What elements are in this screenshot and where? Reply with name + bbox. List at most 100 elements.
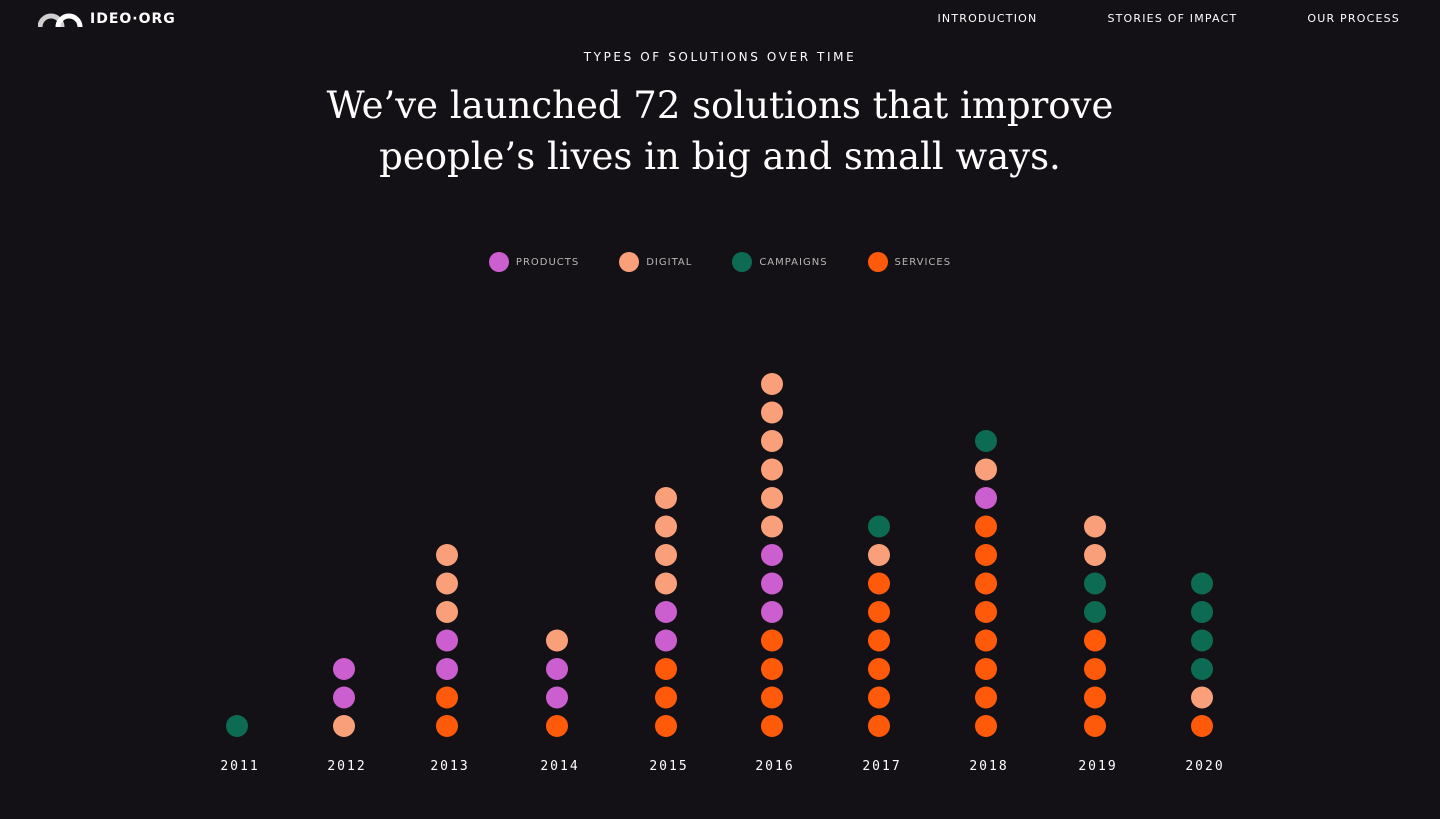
dot-2016-products-7[interactable] xyxy=(761,544,783,566)
dot-2017-services-5[interactable] xyxy=(868,601,890,623)
dot-2013-digital-5[interactable] xyxy=(436,601,458,623)
dot-2013-products-4[interactable] xyxy=(436,629,458,652)
year-label-2013: 2013 xyxy=(430,759,469,774)
year-label-2017: 2017 xyxy=(862,759,901,774)
dot-2017-services-2[interactable] xyxy=(868,686,890,709)
year-label-2011: 2011 xyxy=(220,759,259,774)
dot-2017-digital-7[interactable] xyxy=(868,544,890,566)
logo-mark-icon xyxy=(38,13,83,28)
dot-2020-campaigns-6[interactable] xyxy=(1191,572,1213,595)
dot-2019-services-2[interactable] xyxy=(1084,686,1106,709)
dot-2020-campaigns-4[interactable] xyxy=(1191,629,1213,652)
dot-2016-digital-12[interactable] xyxy=(761,401,783,424)
dot-2019-services-1[interactable] xyxy=(1084,715,1106,737)
dot-2015-digital-9[interactable] xyxy=(655,487,677,509)
legend-item-digital[interactable]: DIGITAL xyxy=(619,252,692,272)
nav-introduction[interactable]: INTRODUCTION xyxy=(937,12,1038,25)
dot-2016-digital-13[interactable] xyxy=(761,373,783,395)
dot-2017-services-6[interactable] xyxy=(868,572,890,595)
legend-swatch-digital xyxy=(619,252,640,272)
dot-2018-digital-10[interactable] xyxy=(975,458,997,481)
dot-2015-digital-7[interactable] xyxy=(655,544,677,566)
dot-2020-campaigns-5[interactable] xyxy=(1191,601,1213,623)
dot-2016-products-6[interactable] xyxy=(761,572,783,595)
dot-2018-services-1[interactable] xyxy=(975,715,997,737)
dot-2019-campaigns-6[interactable] xyxy=(1084,572,1106,595)
dot-2017-services-4[interactable] xyxy=(868,629,890,652)
dot-2017-campaigns-8[interactable] xyxy=(868,515,890,538)
dot-2018-services-5[interactable] xyxy=(975,601,997,623)
dot-2013-services-2[interactable] xyxy=(436,686,458,709)
dot-2018-services-8[interactable] xyxy=(975,515,997,538)
dot-2019-campaigns-5[interactable] xyxy=(1084,601,1106,623)
legend-swatch-products xyxy=(488,252,509,272)
dot-2018-campaigns-11[interactable] xyxy=(975,430,997,452)
dot-2016-digital-9[interactable] xyxy=(761,487,783,509)
dot-2014-products-3[interactable] xyxy=(546,658,568,680)
dot-2013-products-3[interactable] xyxy=(436,658,458,680)
dot-2015-services-2[interactable] xyxy=(655,686,677,709)
dot-2016-digital-11[interactable] xyxy=(761,430,783,452)
legend-label-campaigns: CAMPAIGNS xyxy=(759,256,828,268)
dot-2012-products-3[interactable] xyxy=(333,658,355,680)
dot-2016-digital-8[interactable] xyxy=(761,515,783,538)
headline-line-2: people’s lives in big and small ways. xyxy=(379,135,1061,178)
dot-2015-products-5[interactable] xyxy=(655,601,677,623)
dot-2013-digital-6[interactable] xyxy=(436,572,458,595)
dot-2015-products-4[interactable] xyxy=(655,629,677,652)
legend-label-digital: DIGITAL xyxy=(646,256,693,268)
dot-2016-services-4[interactable] xyxy=(761,629,783,652)
legend-item-products[interactable]: PRODUCTS xyxy=(488,252,580,272)
dot-2014-products-2[interactable] xyxy=(546,686,568,709)
dot-2018-services-3[interactable] xyxy=(975,658,997,680)
dot-2016-services-2[interactable] xyxy=(761,686,783,709)
legend-swatch-campaigns xyxy=(732,252,753,272)
dot-2015-digital-6[interactable] xyxy=(655,572,677,595)
dot-2012-digital-1[interactable] xyxy=(333,715,355,737)
logo[interactable]: IDEO·ORG xyxy=(38,10,176,28)
nav-stories-of-impact[interactable]: STORIES OF IMPACT xyxy=(1107,12,1238,25)
dot-2016-services-1[interactable] xyxy=(761,715,783,737)
dot-2015-digital-8[interactable] xyxy=(655,515,677,538)
dot-2019-services-4[interactable] xyxy=(1084,629,1106,652)
dot-2018-services-4[interactable] xyxy=(975,629,997,652)
headline: We’ve launched 72 solutions that improve… xyxy=(320,80,1120,182)
dot-2011-campaigns-1[interactable] xyxy=(226,715,248,737)
dot-2016-services-3[interactable] xyxy=(761,658,783,680)
legend-item-campaigns[interactable]: CAMPAIGNS xyxy=(732,252,827,272)
logo-text: IDEO·ORG xyxy=(90,11,176,27)
dot-2018-products-9[interactable] xyxy=(975,487,997,509)
dot-2018-services-7[interactable] xyxy=(975,544,997,566)
dot-2016-products-5[interactable] xyxy=(761,601,783,623)
dot-2014-digital-4[interactable] xyxy=(546,629,568,652)
dot-2015-services-1[interactable] xyxy=(655,715,677,737)
year-label-2014: 2014 xyxy=(540,759,579,774)
dot-2012-products-2[interactable] xyxy=(333,686,355,709)
legend-item-services[interactable]: SERVICES xyxy=(867,252,952,272)
dot-2020-services-1[interactable] xyxy=(1191,715,1213,737)
dot-2015-services-3[interactable] xyxy=(655,658,677,680)
dot-2019-digital-7[interactable] xyxy=(1084,544,1106,566)
dot-2019-services-3[interactable] xyxy=(1084,658,1106,680)
chart-legend: PRODUCTS DIGITAL CAMPAIGNS SERVICES xyxy=(0,252,1440,272)
dot-2020-digital-2[interactable] xyxy=(1191,686,1213,709)
dot-2016-digital-10[interactable] xyxy=(761,458,783,481)
nav-our-process[interactable]: OUR PROCESS xyxy=(1307,12,1400,25)
dot-2013-digital-7[interactable] xyxy=(436,544,458,566)
dot-2013-services-1[interactable] xyxy=(436,715,458,737)
legend-label-products: PRODUCTS xyxy=(515,256,580,268)
dot-2018-services-6[interactable] xyxy=(975,572,997,595)
main-nav: INTRODUCTION STORIES OF IMPACT OUR PROCE… xyxy=(867,12,1400,25)
year-label-2012: 2012 xyxy=(327,759,366,774)
dot-2014-services-1[interactable] xyxy=(546,715,568,737)
dot-2018-services-2[interactable] xyxy=(975,686,997,709)
dot-2017-services-1[interactable] xyxy=(868,715,890,737)
legend-label-services: SERVICES xyxy=(894,256,952,268)
dot-2017-services-3[interactable] xyxy=(868,658,890,680)
year-label-2016: 2016 xyxy=(755,759,794,774)
headline-line-1: We’ve launched 72 solutions that improve xyxy=(326,84,1114,127)
dot-2020-campaigns-3[interactable] xyxy=(1191,658,1213,680)
year-label-2018: 2018 xyxy=(969,759,1008,774)
dot-2019-digital-8[interactable] xyxy=(1084,515,1106,538)
